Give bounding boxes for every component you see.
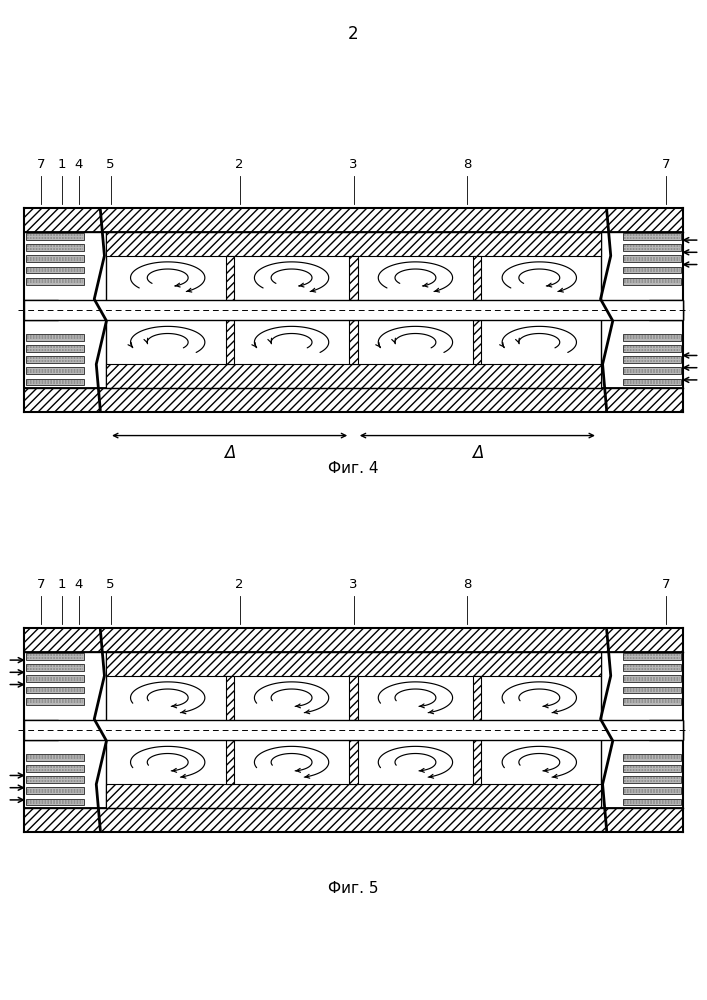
Bar — [623, 653, 682, 660]
Bar — [25, 799, 84, 805]
Bar — [623, 776, 682, 783]
Bar — [25, 787, 84, 794]
Bar — [473, 320, 481, 364]
Bar — [623, 379, 682, 385]
Text: 5: 5 — [106, 158, 115, 171]
Bar — [623, 787, 682, 794]
Bar — [649, 303, 665, 317]
Text: 7: 7 — [662, 578, 670, 591]
Bar — [25, 367, 84, 374]
Bar — [25, 675, 84, 682]
Bar — [25, 379, 84, 385]
Bar — [25, 653, 84, 660]
Text: 1: 1 — [57, 158, 66, 171]
Bar — [623, 675, 682, 682]
Text: 4: 4 — [74, 578, 83, 591]
Bar — [24, 720, 58, 740]
Text: 8: 8 — [463, 158, 472, 171]
Bar — [649, 300, 683, 320]
Bar — [25, 754, 84, 761]
Bar — [623, 267, 682, 273]
Bar — [649, 720, 683, 740]
Bar — [623, 765, 682, 772]
Text: 2: 2 — [235, 578, 244, 591]
Bar — [473, 740, 481, 784]
Bar — [25, 664, 84, 671]
Bar — [623, 255, 682, 262]
Bar — [674, 305, 683, 315]
Bar — [623, 664, 682, 671]
Text: 2: 2 — [235, 158, 244, 171]
Bar — [349, 740, 358, 784]
Bar — [25, 776, 84, 783]
Bar — [349, 676, 358, 720]
Bar — [25, 765, 84, 772]
Bar — [25, 244, 84, 251]
Bar — [106, 784, 601, 808]
Bar — [106, 652, 601, 676]
Bar — [349, 256, 358, 300]
Bar — [24, 808, 683, 832]
Bar — [623, 334, 682, 341]
Text: 3: 3 — [349, 158, 358, 171]
Bar — [226, 256, 234, 300]
Text: 3: 3 — [349, 578, 358, 591]
Bar — [226, 676, 234, 720]
Bar — [623, 345, 682, 352]
Bar — [24, 300, 683, 320]
Bar — [106, 232, 601, 256]
Bar — [623, 356, 682, 363]
Text: 7: 7 — [37, 158, 45, 171]
Bar — [623, 754, 682, 761]
Bar — [674, 725, 683, 735]
Bar — [623, 367, 682, 374]
Bar — [106, 364, 601, 388]
Bar — [25, 334, 84, 341]
Bar — [25, 345, 84, 352]
Bar — [649, 723, 665, 737]
Bar — [24, 208, 683, 232]
Text: 2: 2 — [348, 25, 359, 43]
Bar — [24, 720, 683, 740]
Bar — [106, 232, 601, 388]
Text: 5: 5 — [106, 578, 115, 591]
Bar — [42, 303, 58, 317]
Bar — [24, 300, 58, 320]
Bar — [623, 233, 682, 240]
Bar — [25, 267, 84, 273]
Bar — [24, 725, 33, 735]
Text: 1: 1 — [57, 578, 66, 591]
Bar — [25, 356, 84, 363]
Text: Δ: Δ — [224, 444, 235, 462]
Text: Фиг. 4: Фиг. 4 — [328, 461, 379, 476]
Bar — [226, 740, 234, 784]
Text: 7: 7 — [37, 578, 45, 591]
Bar — [24, 628, 683, 652]
Bar — [623, 244, 682, 251]
Bar — [25, 687, 84, 693]
Bar — [25, 255, 84, 262]
Bar — [25, 278, 84, 285]
Bar — [25, 698, 84, 705]
Bar — [623, 698, 682, 705]
Bar — [473, 676, 481, 720]
Bar — [24, 388, 683, 412]
Bar — [25, 233, 84, 240]
Bar — [349, 320, 358, 364]
Bar — [226, 320, 234, 364]
Bar — [623, 687, 682, 693]
Bar — [42, 723, 58, 737]
Bar — [623, 799, 682, 805]
Bar — [106, 652, 601, 808]
Text: 8: 8 — [463, 578, 472, 591]
Bar — [623, 278, 682, 285]
Text: 4: 4 — [74, 158, 83, 171]
Bar — [24, 305, 33, 315]
Text: Δ: Δ — [472, 444, 483, 462]
Bar — [473, 256, 481, 300]
Text: 7: 7 — [662, 158, 670, 171]
Text: Фиг. 5: Фиг. 5 — [328, 881, 379, 896]
